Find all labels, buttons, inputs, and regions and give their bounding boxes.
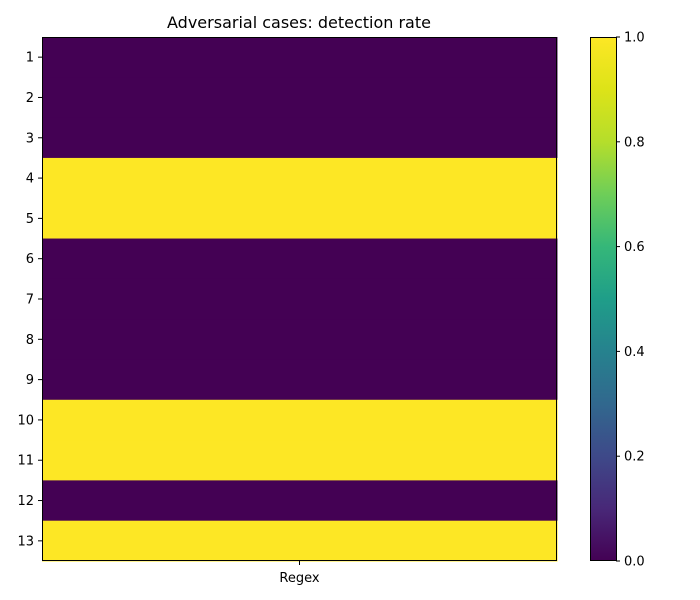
colorbar-tick-label: 0.6: [624, 240, 645, 255]
y-tick-label: 8: [26, 333, 34, 348]
y-tick-label: 7: [26, 293, 34, 308]
heatmap-cell: [42, 319, 558, 360]
heatmap-cell: [42, 37, 558, 78]
colorbar-tick-label: 1.0: [624, 31, 645, 46]
colorbar-ticks: 0.0 0.2 0.4 0.6 0.8 1.0: [616, 31, 645, 570]
colorbar-tick-label: 0.8: [624, 135, 645, 150]
heatmap-cell: [42, 520, 558, 562]
y-tick-label: 1: [26, 51, 34, 66]
chart-title: Adversarial cases: detection rate: [167, 13, 431, 32]
heatmap-cell: [42, 278, 558, 320]
heatmap-cell: [42, 117, 558, 159]
heatmap-cell: [42, 359, 558, 401]
heatmap-cell: [42, 157, 558, 199]
heatmap-cell: [42, 238, 558, 280]
colorbar-tick-label: 0.0: [624, 555, 645, 570]
heatmap-cells: [42, 37, 558, 562]
heatmap-cell: [42, 399, 558, 441]
y-tick-label: 9: [26, 373, 34, 388]
colorbar: 0.0 0.2 0.4 0.6 0.8 1.0: [590, 31, 645, 570]
colorbar-gradient: [590, 37, 616, 561]
y-tick-label: 11: [17, 454, 34, 469]
y-tick-label: 5: [26, 212, 34, 227]
y-tick-label: 12: [17, 494, 34, 509]
plot-frame: [42, 37, 557, 561]
heatmap-cell: [42, 480, 558, 522]
x-tick-label: Regex: [279, 571, 319, 586]
y-tick-label: 2: [26, 91, 34, 106]
y-tick-label: 10: [17, 413, 34, 428]
heatmap-cell: [42, 198, 558, 240]
colorbar-tick-label: 0.2: [624, 450, 645, 465]
y-tick-label: 4: [26, 172, 34, 187]
colorbar-frame: [590, 37, 617, 561]
heatmap-cell: [42, 440, 558, 481]
colorbar-tick-label: 0.4: [624, 345, 645, 360]
y-tick-label: 3: [26, 131, 34, 146]
heatmap-cell: [42, 77, 558, 119]
x-axis: Regex: [279, 561, 320, 586]
y-tick-label: 6: [26, 252, 34, 267]
y-tick-label: 13: [17, 534, 34, 549]
